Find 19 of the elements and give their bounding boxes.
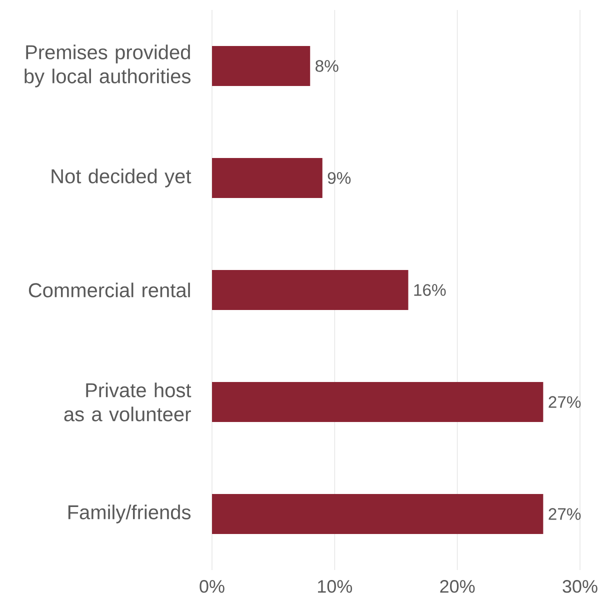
y-tick-label: Commercial rental — [28, 282, 190, 298]
y-tick-label: Family/friends — [68, 504, 191, 524]
bar — [212, 494, 544, 534]
data-label: 9% — [328, 172, 351, 184]
bar — [212, 270, 408, 310]
bar — [212, 46, 310, 86]
y-tick-label: Not decided yet — [52, 168, 192, 188]
data-label: 27% — [548, 396, 581, 408]
bar — [212, 158, 322, 198]
y-tick-label: Private host as a volunteer — [64, 382, 192, 422]
x-tick-label: 20% — [440, 580, 475, 593]
x-tick-label: 30% — [562, 580, 598, 593]
data-label: 16% — [414, 284, 446, 296]
x-tick-label: 10% — [318, 580, 352, 593]
data-label: 8% — [316, 60, 338, 72]
x-tick-label: 0% — [200, 580, 224, 593]
y-tick-label: Premises provided by local authorities — [24, 44, 191, 88]
data-label: 27% — [548, 508, 581, 520]
bar — [212, 382, 544, 422]
